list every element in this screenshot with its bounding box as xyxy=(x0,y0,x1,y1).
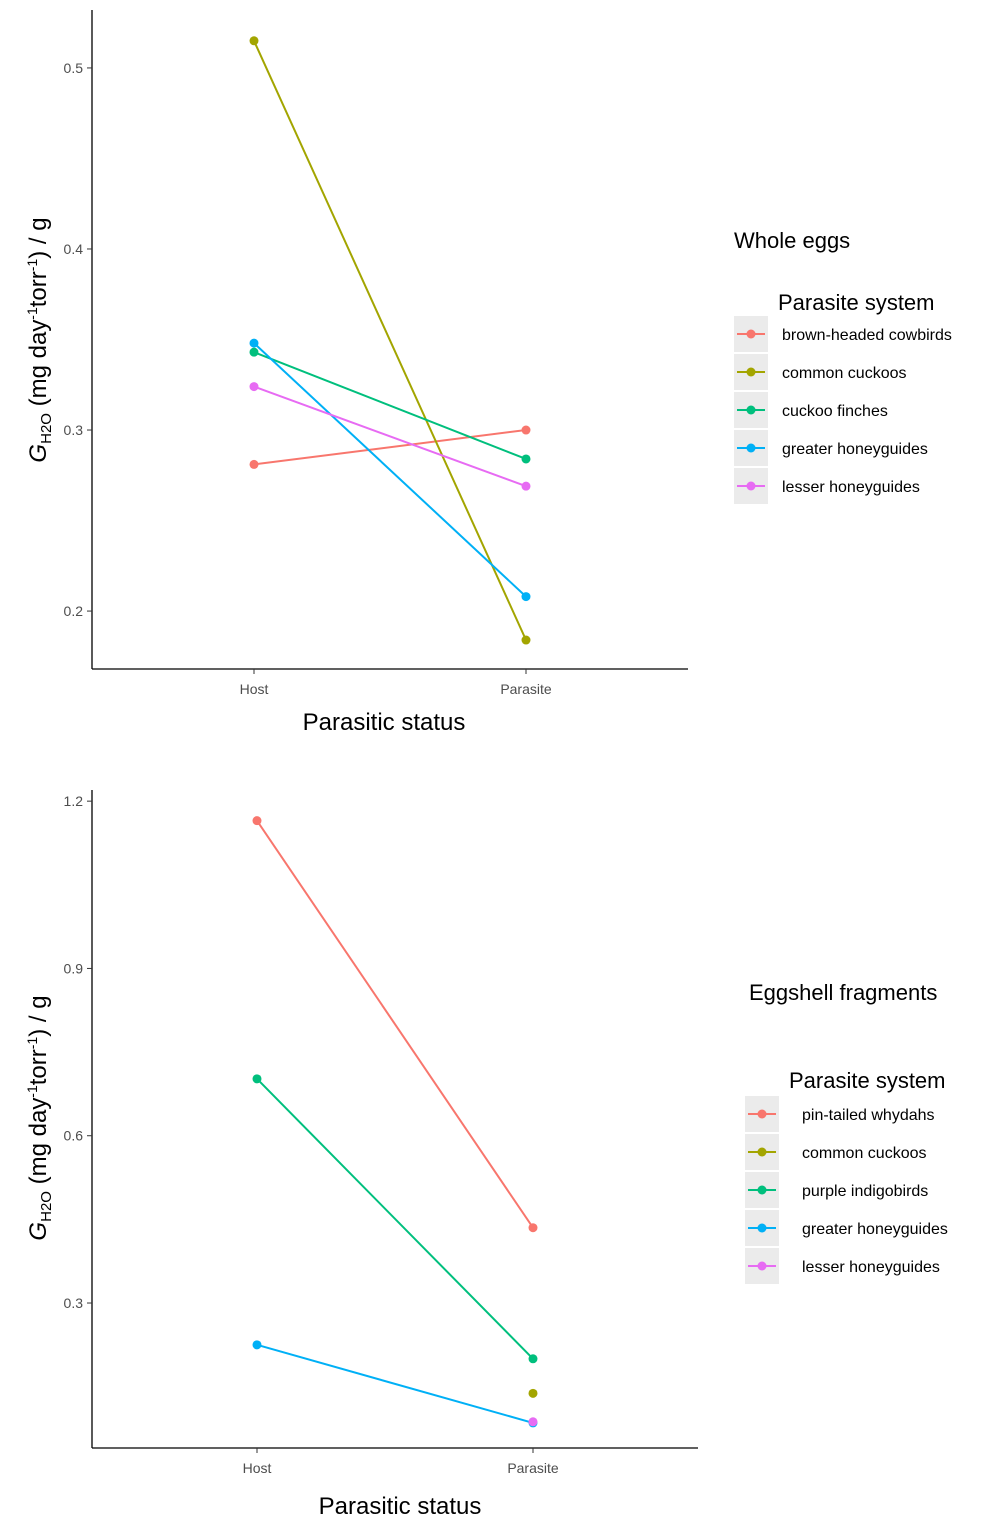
legend-key-point xyxy=(746,481,756,491)
series-line xyxy=(253,342,527,598)
x-tick-label: Parasite xyxy=(500,681,552,697)
legend-key-point xyxy=(757,1147,767,1157)
y-tick-label: 0.3 xyxy=(64,422,84,438)
y-tick-label: 0.4 xyxy=(64,241,84,257)
y-axis-title-part: (mg day xyxy=(25,1098,52,1191)
legend-label: common cuckoos xyxy=(782,365,907,382)
chart-panel-2: 0.3 0.6 0.9 1.2 Host Parasite Parasitic status… xyxy=(24,790,948,1520)
legend-key-point xyxy=(746,367,756,377)
data-point xyxy=(521,425,531,435)
y-axis-title-part: G xyxy=(25,444,52,463)
data-point xyxy=(528,1354,538,1364)
data-point xyxy=(252,816,262,826)
y-axis-title-part: torr xyxy=(25,1049,52,1085)
panel-caption: Whole eggs xyxy=(734,228,850,253)
legend-key-point xyxy=(757,1109,767,1119)
legend-title: Parasite system xyxy=(789,1068,946,1093)
data-point xyxy=(252,1340,262,1350)
legend-key-point xyxy=(746,443,756,453)
y-axis-title-part: -1 xyxy=(24,1037,40,1050)
legend-label: pin-tailed whydahs xyxy=(802,1107,935,1124)
y-axis-title-part: ) / g xyxy=(25,995,52,1036)
chart-panel-1: 0.2 0.3 0.4 0.5 Host Parasite Parasitic status… xyxy=(24,10,952,736)
series-line xyxy=(253,429,527,466)
y-tick-label: 0.6 xyxy=(64,1128,84,1144)
series-line xyxy=(253,40,527,641)
x-axis-title: Parasitic status xyxy=(319,1493,482,1520)
data-point xyxy=(249,382,259,392)
y-tick-label: 0.3 xyxy=(64,1295,84,1311)
legend-label: purple indigobirds xyxy=(802,1183,928,1200)
series-line xyxy=(256,1078,534,1360)
y-axis-title: GH2O (mg day-1torr-1) / g xyxy=(24,217,55,462)
panel-caption: Eggshell fragments xyxy=(749,980,937,1005)
series-line xyxy=(256,1343,534,1424)
legend-label: cuckoo finches xyxy=(782,403,888,420)
legend-title: Parasite system xyxy=(778,290,935,315)
data-point xyxy=(249,347,259,357)
data-point xyxy=(528,1417,538,1427)
series-line xyxy=(253,385,527,488)
x-axis-title: Parasitic status xyxy=(303,709,466,736)
data-point xyxy=(521,635,531,645)
x-tick-label: Parasite xyxy=(507,1460,559,1476)
data-point xyxy=(249,338,259,348)
y-tick-label: 0.9 xyxy=(64,960,84,976)
y-tick-label: 1.2 xyxy=(64,793,84,809)
legend-label: brown-headed cowbirds xyxy=(782,327,952,344)
y-axis-title-part: (mg day xyxy=(25,320,52,413)
legend-key-point xyxy=(757,1261,767,1271)
series-line xyxy=(256,820,534,1229)
data-point xyxy=(521,592,531,602)
y-axis-title-part: -1 xyxy=(24,307,40,320)
data-point xyxy=(528,1388,538,1398)
x-tick-label: Host xyxy=(240,681,269,697)
y-axis-title-part: G xyxy=(25,1222,52,1241)
y-axis-title-part: -1 xyxy=(24,1085,40,1098)
data-point xyxy=(521,454,531,464)
legend-key-point xyxy=(757,1185,767,1195)
legend-label: lesser honeyguides xyxy=(802,1259,940,1276)
y-axis-title-part: ) / g xyxy=(25,217,52,258)
legend: Parasite system pin-tailed whydahs common … xyxy=(745,1068,948,1284)
legend-key-point xyxy=(746,405,756,415)
data-point xyxy=(521,481,531,491)
y-axis-title-part: H2O xyxy=(38,1191,55,1222)
legend-label: greater honeyguides xyxy=(782,441,928,458)
legend-label: greater honeyguides xyxy=(802,1221,948,1238)
y-axis-title-part: H2O xyxy=(38,413,55,444)
legend-key-point xyxy=(746,329,756,339)
legend: Parasite system brown-headed cowbirds comm… xyxy=(734,290,952,504)
x-tick-label: Host xyxy=(243,1460,272,1476)
y-axis-title: GH2O (mg day-1torr-1) / g xyxy=(24,995,55,1240)
data-point xyxy=(249,36,259,46)
data-point xyxy=(252,1074,262,1084)
y-axis-title-part: torr xyxy=(25,271,52,307)
data-point xyxy=(249,459,259,469)
legend-key-point xyxy=(757,1223,767,1233)
series-line xyxy=(253,351,527,460)
y-tick-label: 0.2 xyxy=(64,603,84,619)
data-point xyxy=(528,1223,538,1233)
legend-label: common cuckoos xyxy=(802,1145,927,1162)
legend-label: lesser honeyguides xyxy=(782,479,920,496)
y-tick-label: 0.5 xyxy=(64,60,84,76)
y-axis-title-part: -1 xyxy=(24,259,40,272)
